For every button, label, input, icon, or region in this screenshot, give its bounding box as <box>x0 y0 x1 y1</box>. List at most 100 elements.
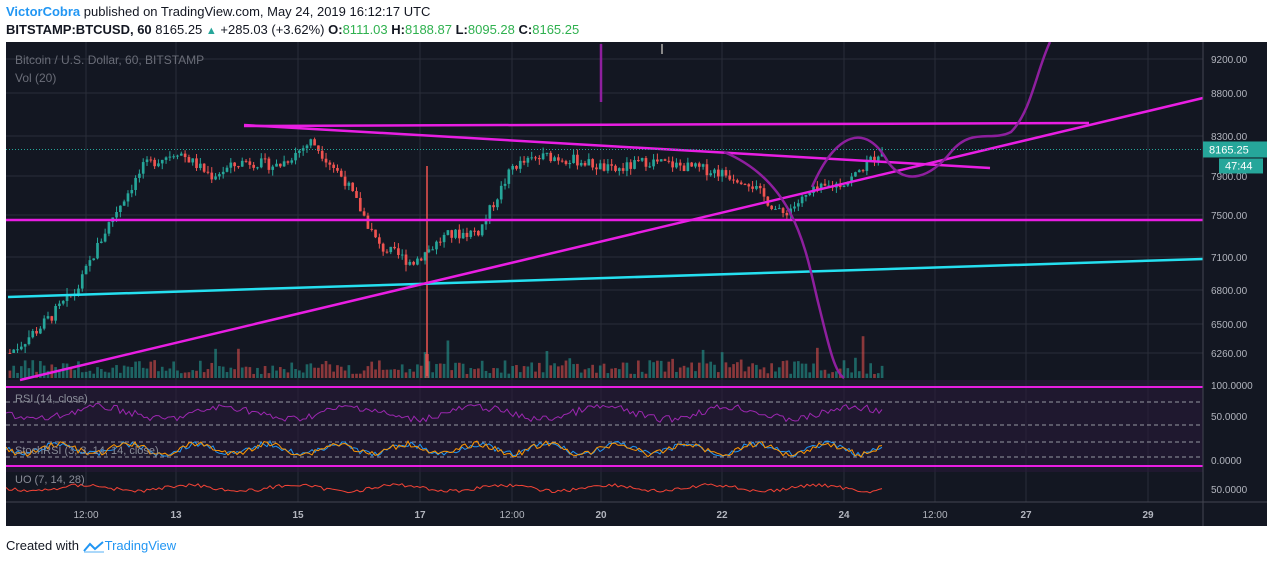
candle-body <box>747 184 751 187</box>
candle-body <box>659 159 663 162</box>
volume-bar <box>716 372 720 378</box>
volume-bar <box>549 365 553 378</box>
volume-bar <box>134 361 137 378</box>
candle-body <box>728 175 732 180</box>
volume-bar <box>572 364 575 378</box>
candle-body <box>724 170 728 176</box>
volume-bar <box>477 368 480 378</box>
candle-body <box>678 162 682 166</box>
candle-body <box>19 346 23 350</box>
candle-body <box>61 300 65 304</box>
volume-bar <box>122 365 126 378</box>
candle-body <box>294 152 297 161</box>
volume-bar <box>530 362 534 378</box>
candle-body <box>804 194 808 197</box>
candle-body <box>187 157 191 163</box>
candle-body <box>317 145 320 151</box>
candle-body <box>755 185 758 189</box>
last-price: 8165.25 <box>155 22 203 37</box>
candle-body <box>568 163 572 165</box>
rsi-line <box>5 403 883 423</box>
close-label: C: <box>518 22 533 37</box>
volume-bar <box>115 365 118 378</box>
volume-bar <box>164 370 168 378</box>
candle-body <box>176 155 179 157</box>
volume-bar <box>378 360 381 378</box>
volume-bar <box>511 366 514 378</box>
candle-body <box>225 167 229 172</box>
candle-body <box>534 157 537 159</box>
volume-bar <box>842 360 846 378</box>
chart-area[interactable]: 9200.00 8800.00 8300.00 7900.00 7500.00 7100.… <box>5 41 1267 526</box>
candle-body <box>58 303 61 307</box>
candle-body <box>850 176 853 183</box>
candle-body <box>743 184 747 186</box>
stochrsi-label: StochRSI (3, 3, 14, 14, close) <box>15 445 159 457</box>
candle-body <box>179 153 183 156</box>
candle-body <box>457 229 461 239</box>
candle-body <box>625 162 629 171</box>
candle-body <box>477 230 480 236</box>
volume-bar <box>400 364 404 378</box>
x-tick-label: 17 <box>414 510 426 521</box>
candle-body <box>423 252 427 261</box>
volume-bar <box>362 370 366 378</box>
long-term-support-line <box>7 257 1204 299</box>
volume-bar <box>770 363 773 378</box>
volume-bar <box>652 362 655 378</box>
x-tick-label: 29 <box>1142 510 1154 521</box>
volume-bar <box>781 361 785 378</box>
candle-body <box>214 176 217 180</box>
volume-bar <box>19 366 23 378</box>
volume-bar <box>183 372 187 378</box>
volume-bar <box>80 372 84 378</box>
volume-bar <box>545 351 549 378</box>
volume-bar <box>617 369 621 378</box>
volume-bar <box>789 373 793 378</box>
last-price-badge <box>1203 141 1267 158</box>
candle-body <box>419 258 423 261</box>
candle-body <box>221 171 225 175</box>
volume-bar <box>621 362 625 378</box>
volume-bar <box>736 362 739 378</box>
candle-body <box>400 254 404 256</box>
volume-bar <box>488 373 492 378</box>
volume-bar <box>313 367 316 378</box>
author-link[interactable]: VictorCobra <box>6 4 81 19</box>
candle-body <box>709 173 713 176</box>
volume-bar <box>686 367 690 378</box>
volume-bar <box>705 363 709 378</box>
candle-body <box>172 156 176 158</box>
open-label: O: <box>328 22 343 37</box>
candle-body <box>378 237 381 244</box>
candle-body <box>267 158 271 170</box>
candle-body <box>842 185 846 188</box>
volume-bar <box>370 361 374 378</box>
volume-bar <box>256 367 259 378</box>
y-tick-label: 9200.00 <box>1211 55 1248 66</box>
volume-bar <box>218 366 221 378</box>
candle-body <box>8 353 12 354</box>
candle-body <box>336 167 339 171</box>
volume-bar <box>457 362 461 378</box>
candle-body <box>362 211 366 216</box>
stochrsi-k-line <box>5 440 883 458</box>
y-tick-label: 8300.00 <box>1211 132 1248 143</box>
candle-body <box>431 249 435 251</box>
candle-body <box>667 160 671 162</box>
volume-bar <box>454 362 457 378</box>
volume-bar <box>172 361 176 378</box>
volume-bar <box>31 360 35 378</box>
candle-body <box>785 213 789 216</box>
volume-bar <box>393 369 396 378</box>
volume-bar <box>240 367 244 378</box>
tradingview-link[interactable]: TradingView <box>104 538 177 553</box>
candle-body <box>149 159 153 161</box>
price-chart[interactable]: 9200.00 8800.00 8300.00 7900.00 7500.00 7100.… <box>5 41 1267 526</box>
candle-body <box>92 258 96 261</box>
candle-body <box>713 169 716 174</box>
candle-body <box>549 152 553 162</box>
volume-bar <box>480 360 484 378</box>
x-tick-label: 12:00 <box>73 510 98 521</box>
candle-body <box>644 158 648 167</box>
